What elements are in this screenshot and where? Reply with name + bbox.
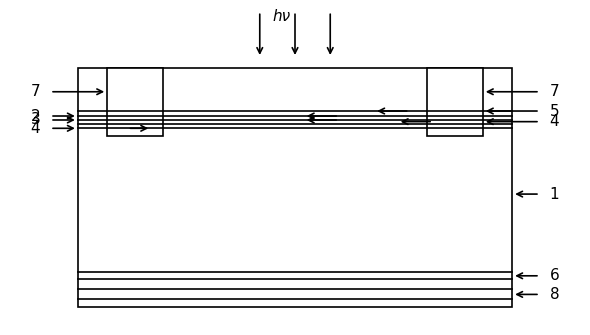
Text: 6: 6 xyxy=(550,268,559,283)
Text: 7: 7 xyxy=(31,84,40,99)
Text: hν: hν xyxy=(273,9,291,24)
Bar xyxy=(78,68,512,307)
Text: 7: 7 xyxy=(550,84,559,99)
Text: 4: 4 xyxy=(31,121,40,136)
Text: 1: 1 xyxy=(550,187,559,202)
Text: 4: 4 xyxy=(550,114,559,129)
Bar xyxy=(427,68,483,136)
Text: 8: 8 xyxy=(550,287,559,302)
Bar xyxy=(107,68,163,136)
Text: 3: 3 xyxy=(31,113,40,128)
Text: 5: 5 xyxy=(550,104,559,119)
Text: 2: 2 xyxy=(31,109,40,124)
